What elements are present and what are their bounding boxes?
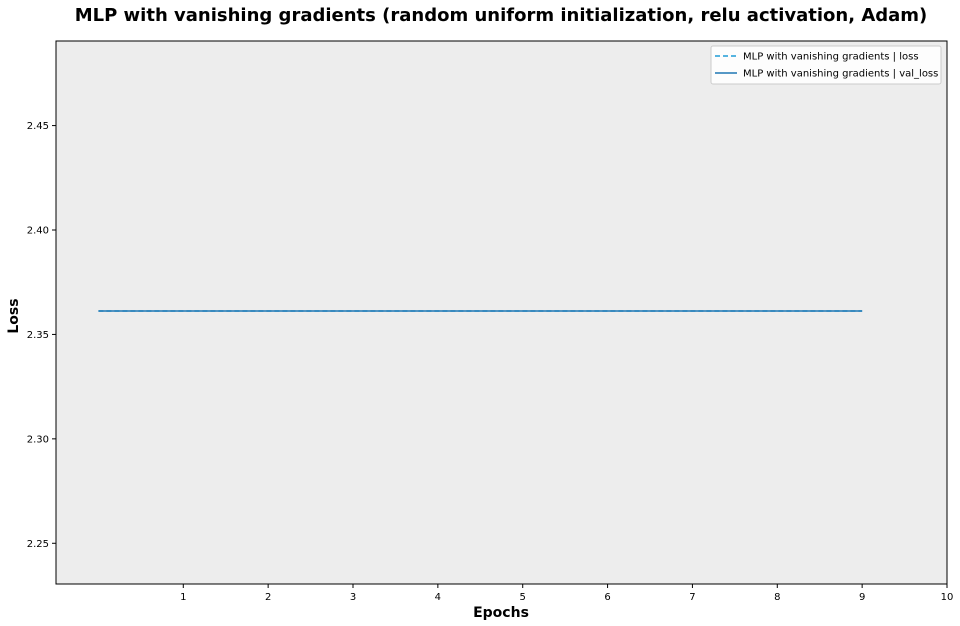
x-tick-label: 8 — [774, 592, 780, 603]
x-tick-label: 7 — [689, 592, 695, 603]
y-axis-label: Loss — [6, 298, 22, 333]
legend-entry: MLP with vanishing gradients | loss — [743, 52, 919, 63]
y-tick-label: 2.40 — [27, 226, 49, 237]
x-tick-label: 5 — [520, 592, 526, 603]
legend: MLP with vanishing gradients | loss MLP w… — [710, 45, 942, 85]
y-tick-label: 2.25 — [27, 539, 49, 550]
y-tick-label: 2.30 — [27, 434, 49, 445]
y-axis: 2.25 2.30 2.35 2.40 2.45 — [27, 121, 56, 550]
x-tick-label: 6 — [604, 592, 610, 603]
x-tick-label: 3 — [350, 592, 356, 603]
plot-area — [55, 40, 948, 585]
y-tick-label: 2.35 — [27, 330, 49, 341]
y-tick-label: 2.45 — [27, 121, 49, 132]
legend-frame — [710, 45, 942, 85]
chart-title: MLP with vanishing gradients (random uni… — [75, 5, 928, 26]
x-tick-label: 1 — [180, 592, 186, 603]
x-tick-label: 10 — [941, 592, 954, 603]
x-tick-label: 9 — [859, 592, 865, 603]
x-tick-label: 2 — [265, 592, 271, 603]
x-axis: 1 2 3 4 5 6 7 8 9 10 — [180, 584, 953, 603]
x-tick-label: 4 — [435, 592, 441, 603]
legend-entry: MLP with vanishing gradients | val_loss — [743, 69, 938, 80]
x-axis-label: Epochs — [473, 605, 529, 621]
